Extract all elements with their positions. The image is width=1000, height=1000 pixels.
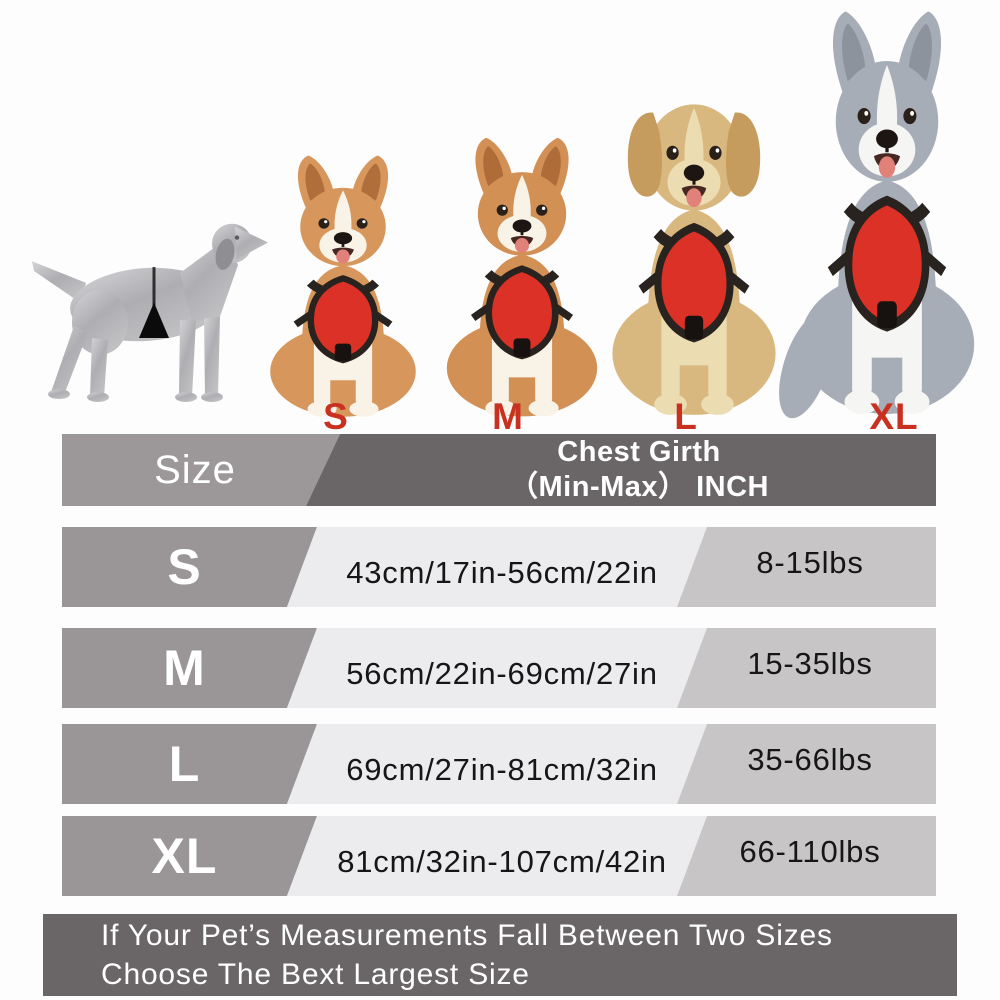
sizing-note-line2: Choose The Bext Largest Size <box>101 958 530 991</box>
row-m-weight: 15-35lbs <box>747 646 873 681</box>
corgi-puppy-photo-size-s <box>252 152 434 422</box>
corgi-photo-size-m <box>428 134 616 422</box>
row-s-girth: 43cm/17in-56cm/22in <box>346 555 658 590</box>
photo-size-label-xl: XL <box>869 396 919 437</box>
row-l-weight: 35-66lbs <box>747 742 873 777</box>
row-xl-size: XL <box>151 828 218 884</box>
header-girth-cell <box>306 434 936 506</box>
chest-measure-marker <box>139 302 169 338</box>
sizing-note-line1: If Your Pet’s Measurements Fall Between … <box>101 919 833 952</box>
table-row-l: L 69cm/27in-81cm/32in 35-66lbs <box>62 724 936 804</box>
table-row-m: M 56cm/22in-69cm/27in 15-35lbs <box>62 628 936 708</box>
table-row-xl: XL 81cm/32in-107cm/42in 66-110lbs <box>62 816 936 896</box>
sizing-note-banner: If Your Pet’s Measurements Fall Between … <box>43 914 957 996</box>
table-row-s: S 43cm/17in-56cm/22in 8-15lbs <box>62 527 936 607</box>
dog-chest-girth-silhouette-icon <box>32 223 268 402</box>
header-girth-label: Chest Girth （Min-Max） INCH <box>342 434 936 506</box>
row-m-girth: 56cm/22in-69cm/27in <box>346 656 658 691</box>
header-girth-line1: Chest Girth <box>557 436 721 468</box>
row-l-girth: 69cm/27in-81cm/32in <box>346 752 658 787</box>
header-size-cell <box>62 434 340 506</box>
header-girth-line2: （Min-Max） INCH <box>509 471 769 503</box>
row-l-size: L <box>168 736 201 792</box>
row-s-size: S <box>167 539 202 595</box>
header-size-label: Size <box>154 447 236 492</box>
photo-size-label-l: L <box>674 396 698 437</box>
dog-photos-section: S M L XL <box>0 0 1000 437</box>
golden-retriever-photo-size-l <box>592 56 796 422</box>
row-m-size: M <box>163 640 206 696</box>
table-header-row: Size Chest Girth （Min-Max） INCH <box>62 434 936 506</box>
row-s-weight: 8-15lbs <box>756 545 864 580</box>
photo-size-label-s: S <box>323 396 349 437</box>
row-xl-girth: 81cm/32in-107cm/42in <box>337 844 667 879</box>
row-xl-weight: 66-110lbs <box>739 834 881 869</box>
husky-photo-size-xl <box>778 6 996 422</box>
photo-size-label-m: M <box>492 396 524 437</box>
